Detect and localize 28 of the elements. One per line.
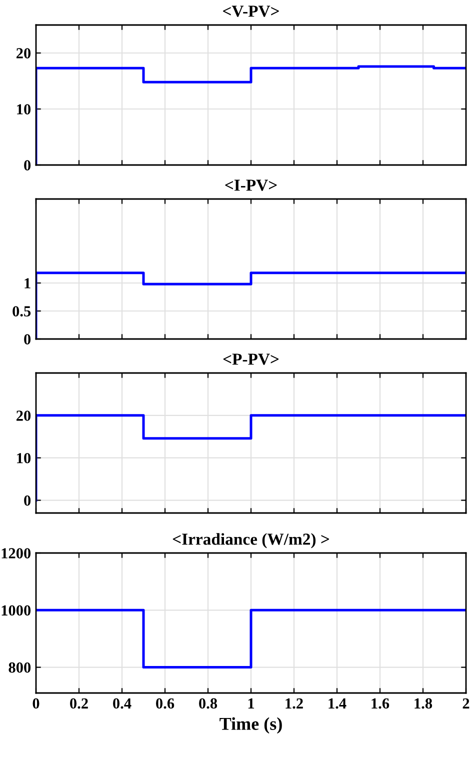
x-tick-label: 0.2 [70,698,88,709]
x-axis-title: Time (s) [220,717,282,734]
y-tick-label: 1000 [2,605,31,616]
chart-title: <Irradiance (W/m2) > [172,533,330,548]
y-tick-label: 0 [24,334,31,344]
y-tick-label: 1200 [2,548,31,558]
y-tick-label: 20 [16,48,31,58]
y-tick-label: 20 [16,410,31,421]
x-tick-label: 1 [248,698,254,708]
y-tick-label: 10 [17,104,31,114]
x-tick-label: 1.2 [286,698,303,709]
y-tick-label: 0 [24,160,31,170]
y-tick-label: 800 [8,662,31,673]
x-tick-label: 0 [32,698,40,709]
x-tick-label: 0.6 [156,698,174,709]
x-tick-label: 2 [462,698,470,708]
x-tick-label: 0.8 [199,698,218,709]
chart-title: <I-PV> [225,180,277,191]
x-tick-label: 1.4 [328,698,346,709]
chart-title: <V-PV> [223,6,279,17]
y-tick-label: 1 [24,278,30,288]
y-tick-label: 10 [17,452,31,464]
chart-title: <P-PV> [223,354,279,365]
x-tick-label: 1.6 [372,698,390,709]
y-tick-label: 0 [24,495,31,506]
x-tick-label: 0.4 [113,698,132,709]
y-tick-label: 0.5 [12,306,31,317]
x-tick-label: 1.8 [414,698,432,709]
